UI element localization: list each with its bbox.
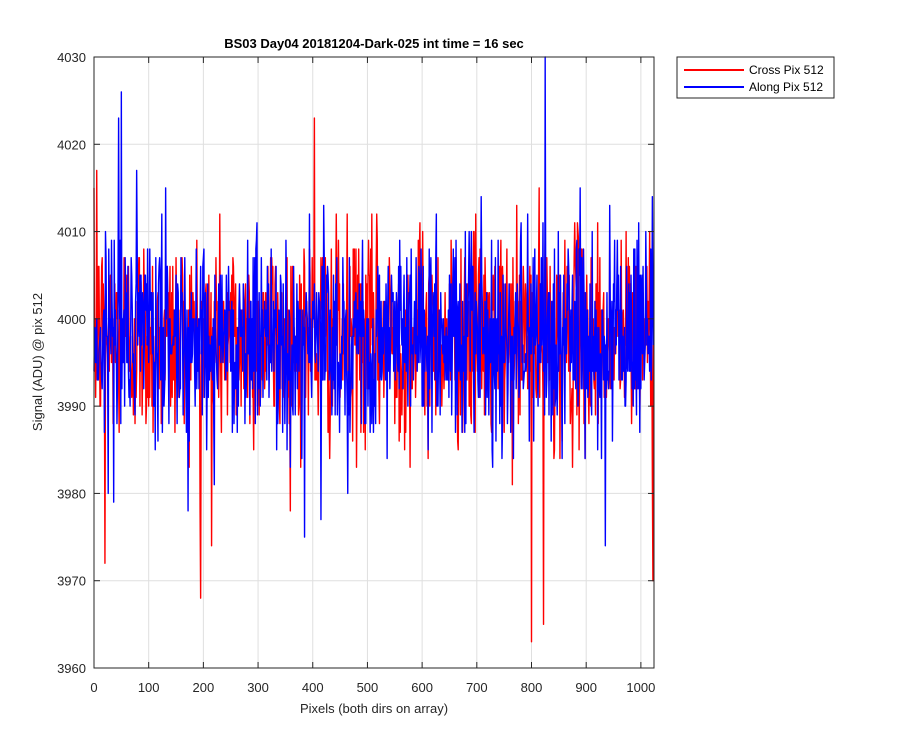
- x-tick-label: 600: [411, 680, 433, 695]
- y-tick-label: 4000: [57, 312, 86, 327]
- x-tick-label: 300: [247, 680, 269, 695]
- x-tick-label: 1000: [626, 680, 655, 695]
- chart-title: BS03 Day04 20181204-Dark-025 int time = …: [224, 36, 524, 51]
- x-tick-label: 900: [575, 680, 597, 695]
- y-tick-label: 3970: [57, 574, 86, 589]
- y-tick-label: 4010: [57, 225, 86, 240]
- series-layer: [93, 56, 655, 643]
- legend[interactable]: Cross Pix 512 Along Pix 512: [676, 56, 835, 99]
- x-tick-label: 500: [357, 680, 379, 695]
- series-line-along-pix-512: [93, 56, 655, 547]
- legend-label-cross: Cross Pix 512: [749, 63, 824, 77]
- y-tick-label: 3960: [57, 661, 86, 676]
- y-axis-label: Signal (ADU) @ pix 512: [30, 293, 45, 431]
- x-axis-label: Pixels (both dirs on array): [300, 701, 448, 716]
- x-tick-label: 400: [302, 680, 324, 695]
- plot-frame: [93, 56, 655, 669]
- y-tick-label: 4030: [57, 50, 86, 65]
- x-tick-label: 0: [90, 680, 97, 695]
- x-tick-label: 100: [138, 680, 160, 695]
- legend-label-along: Along Pix 512: [749, 80, 823, 94]
- tick-layer: 0 100 200 300 400 500 600 700 800 900 1000 3960 3970…: [57, 50, 655, 695]
- x-tick-label: 800: [521, 680, 543, 695]
- y-tick-label: 3980: [57, 486, 86, 501]
- y-tick-label: 3990: [57, 399, 86, 414]
- x-tick-label: 700: [466, 680, 488, 695]
- x-tick-label: 200: [193, 680, 215, 695]
- legend-box: [676, 56, 835, 99]
- y-tick-label: 4020: [57, 137, 86, 152]
